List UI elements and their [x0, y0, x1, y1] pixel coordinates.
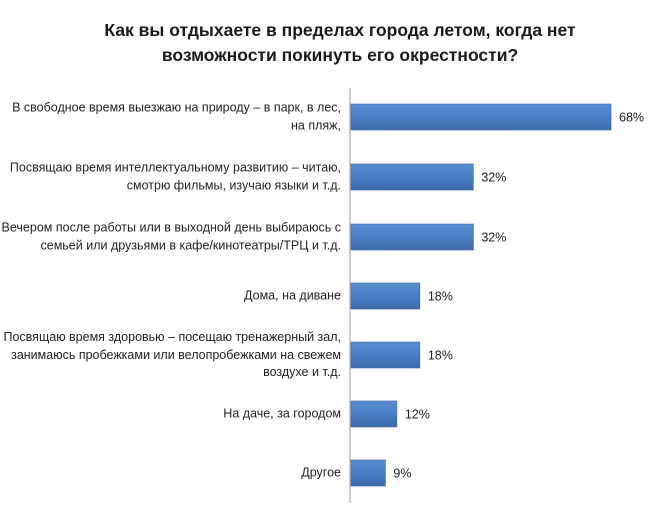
bar-4: [350, 282, 421, 310]
bar-7: [350, 459, 386, 487]
category-label-3: Вечером после работы или в выходной день…: [1, 220, 341, 253]
bar-6: [350, 400, 398, 428]
value-label-2: 32%: [481, 171, 506, 185]
category-label-5: Посвящаю время здоровью – посещаю тренаж…: [3, 329, 342, 379]
bar-1: [350, 103, 612, 131]
category-label-2: Посвящаю время интеллектуальному развити…: [9, 160, 341, 193]
category-labels: В свободное время выезжаю на природу – в…: [1, 100, 342, 480]
value-label-7: 9%: [393, 467, 411, 481]
category-label-4: Дома, на диване: [244, 288, 341, 303]
category-label-1: В свободное время выезжаю на природу – в…: [12, 100, 341, 133]
bar-2: [350, 163, 474, 191]
chart-title: Как вы отдыхаете в пределах города летом…: [104, 20, 576, 65]
value-label-6: 12%: [405, 408, 430, 422]
bar-3: [350, 223, 474, 251]
value-label-1: 68%: [619, 111, 644, 125]
value-label-3: 32%: [481, 231, 506, 245]
bar-5: [350, 341, 421, 369]
value-label-4: 18%: [428, 290, 453, 304]
value-label-5: 18%: [428, 349, 453, 363]
category-label-7: Другое: [301, 465, 341, 480]
category-label-6: На даче, за городом: [223, 406, 341, 421]
